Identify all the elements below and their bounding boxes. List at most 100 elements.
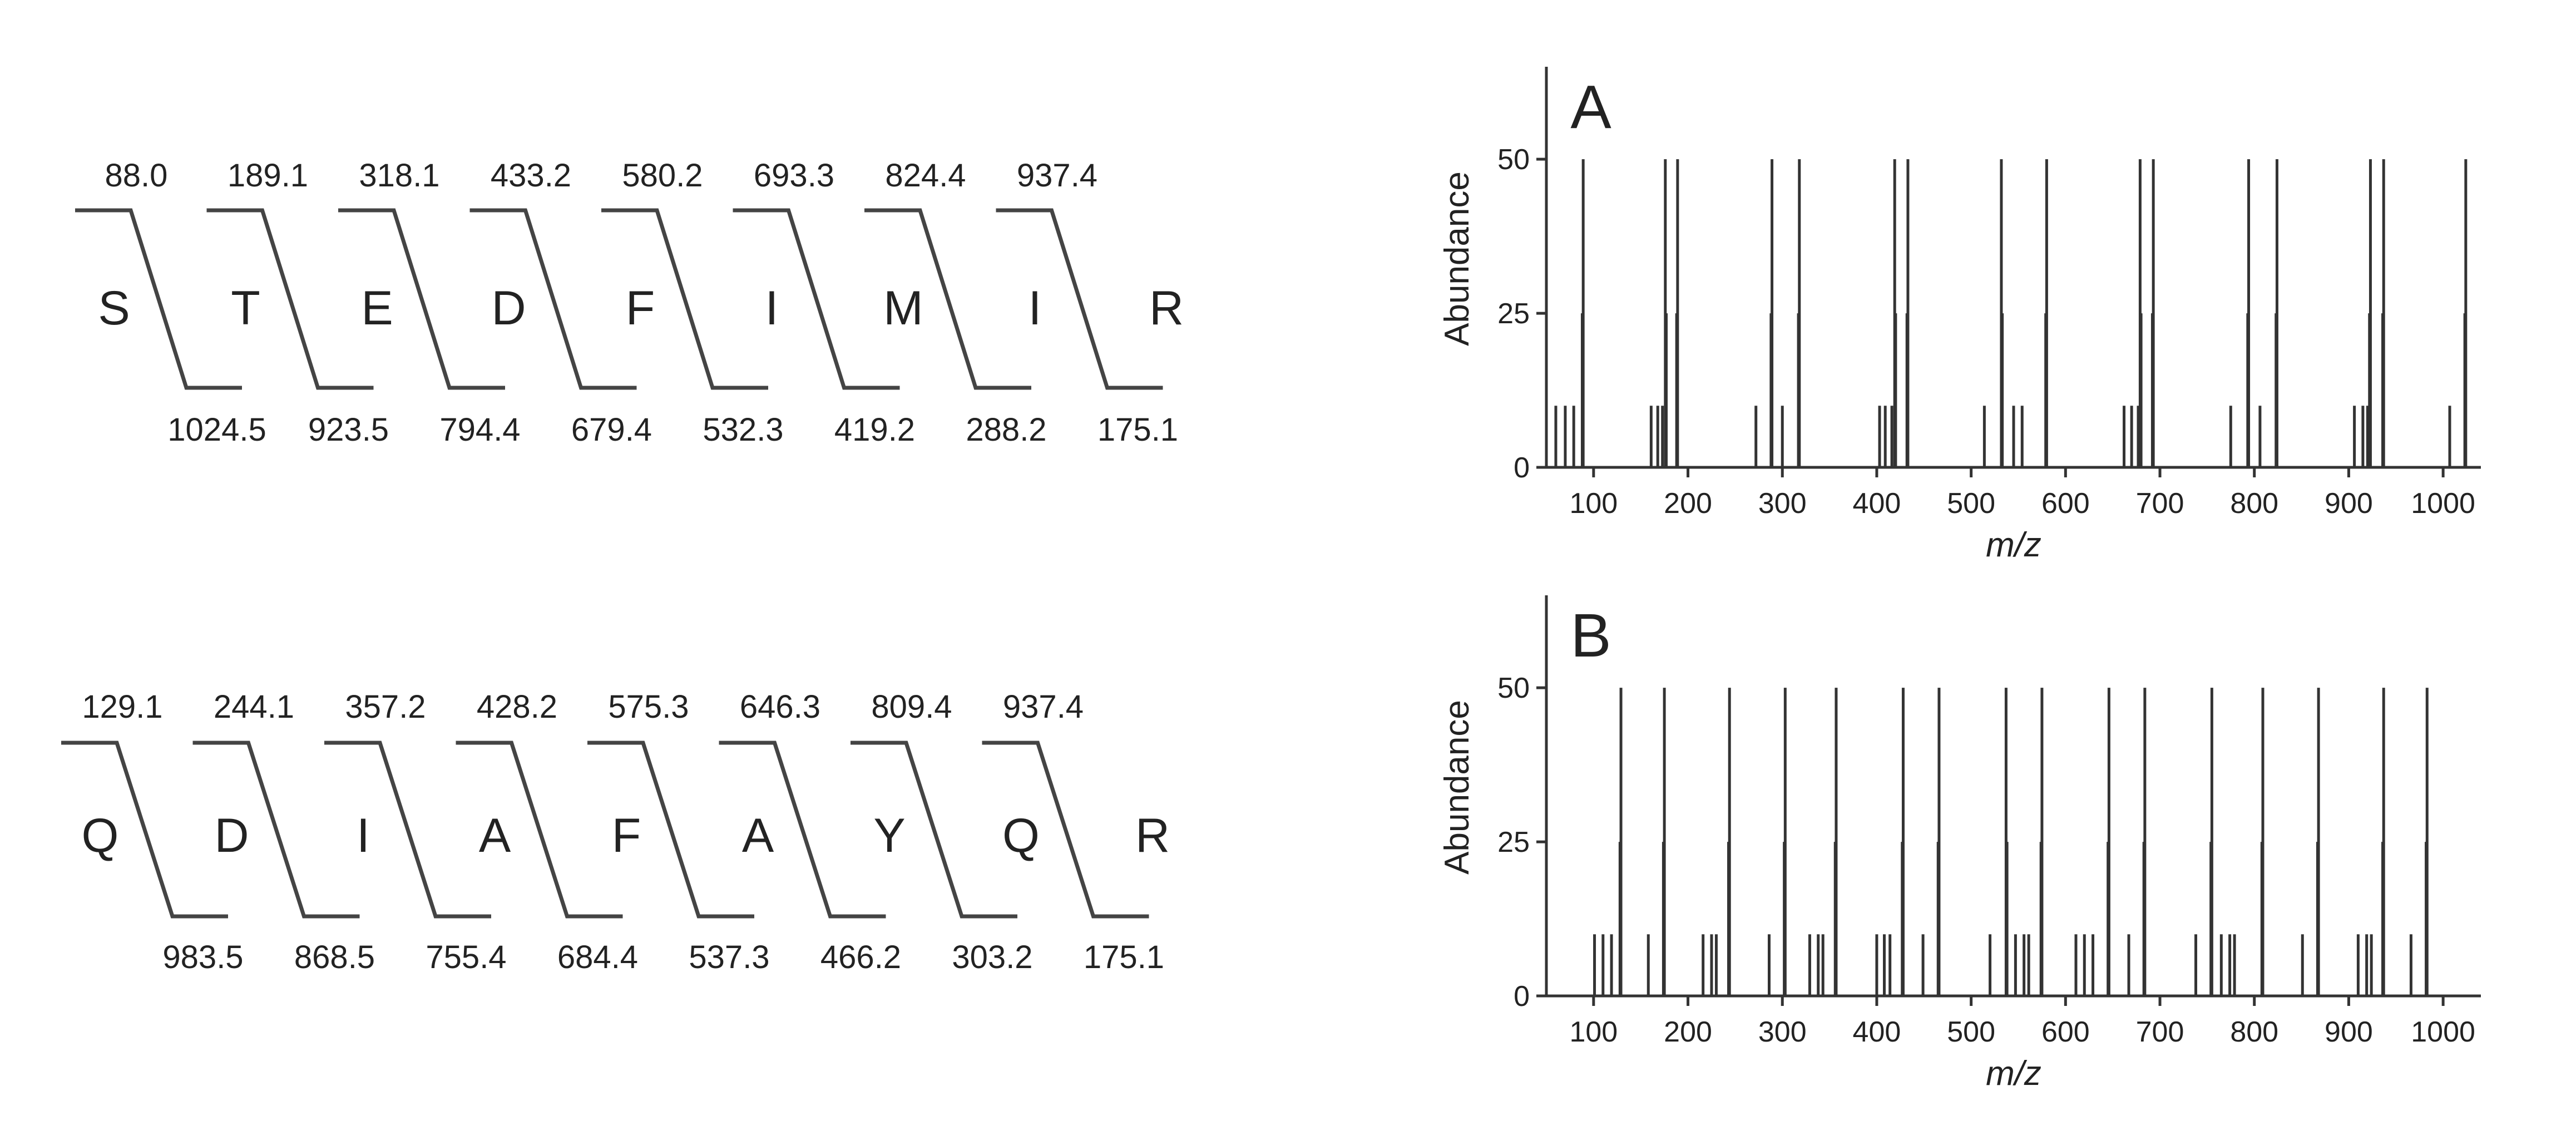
residue-letter: D bbox=[214, 809, 249, 862]
residue-letter: Q bbox=[82, 809, 119, 862]
y-tick-label: 25 bbox=[1497, 298, 1530, 330]
residue-letter: S bbox=[98, 282, 130, 335]
cleavage-bracket bbox=[61, 741, 228, 919]
residue-letter: Q bbox=[1002, 809, 1040, 862]
b-ion-mass: 244.1 bbox=[214, 689, 294, 725]
cleavage-bracket bbox=[587, 741, 754, 919]
b-ion-mass: 129.1 bbox=[82, 689, 162, 725]
b-ion-mass: 357.2 bbox=[345, 689, 426, 725]
x-tick-label: 300 bbox=[1758, 487, 1807, 520]
cleavage-bracket bbox=[601, 208, 768, 390]
b-ion-mass: 937.4 bbox=[1017, 157, 1097, 194]
y-ion-mass: 537.3 bbox=[689, 939, 769, 975]
b-ion-mass: 580.2 bbox=[622, 157, 703, 194]
b-ion-mass: 318.1 bbox=[359, 157, 439, 194]
b-ion-mass: 428.2 bbox=[477, 689, 557, 725]
x-tick-label: 100 bbox=[1569, 1016, 1618, 1048]
y-ion-mass: 1024.5 bbox=[167, 412, 266, 448]
x-tick-label: 700 bbox=[2136, 1016, 2184, 1048]
y-tick-label: 25 bbox=[1497, 826, 1530, 858]
x-tick-label: 700 bbox=[2136, 487, 2184, 520]
y-tick-label: 0 bbox=[1514, 980, 1530, 1013]
y-ion-mass: 679.4 bbox=[571, 412, 652, 448]
panel-label: B bbox=[1570, 601, 1611, 670]
peptide-ladder-1: S T E D F I M I R 88.0 189.1 318.1 433.2 580.2 693.3 82… bbox=[75, 157, 1184, 448]
x-tick-label: 100 bbox=[1569, 487, 1618, 520]
residue-letter: R bbox=[1135, 809, 1170, 862]
x-tick-label: 500 bbox=[1947, 487, 1995, 520]
y-ion-mass: 868.5 bbox=[294, 939, 375, 975]
y-ion-mass: 794.4 bbox=[439, 412, 520, 448]
cleavage-bracket bbox=[338, 208, 505, 390]
x-tick-label: 200 bbox=[1664, 487, 1712, 520]
y-ion-mass: 466.2 bbox=[820, 939, 901, 975]
cleavage-bracket bbox=[75, 208, 242, 390]
cleavage-bracket bbox=[192, 741, 360, 919]
b-ion-mass: 937.4 bbox=[1003, 689, 1084, 725]
y-tick-label: 50 bbox=[1497, 672, 1530, 704]
residue-letter: D bbox=[491, 282, 526, 335]
y-ion-mass: 532.3 bbox=[703, 412, 783, 448]
y-tick-label: 0 bbox=[1514, 452, 1530, 484]
x-tick-label: 600 bbox=[2041, 487, 2090, 520]
x-tick-label: 900 bbox=[2325, 1016, 2373, 1048]
x-tick-label: 300 bbox=[1758, 1016, 1807, 1048]
x-tick-label: 1000 bbox=[2411, 487, 2475, 520]
x-axis-label: m/z bbox=[1986, 526, 2041, 564]
x-tick-label: 600 bbox=[2041, 1016, 2090, 1048]
x-tick-label: 400 bbox=[1853, 1016, 1901, 1048]
x-tick-label: 500 bbox=[1947, 1016, 1995, 1048]
y-ion-mass: 755.4 bbox=[426, 939, 506, 975]
cleavage-bracket bbox=[719, 741, 886, 919]
cleavage-bracket bbox=[733, 208, 900, 390]
b-ion-mass: 189.1 bbox=[228, 157, 308, 194]
y-ion-mass: 419.2 bbox=[834, 412, 915, 448]
y-axis-label: Abundance bbox=[1438, 171, 1476, 346]
b-ion-mass: 824.4 bbox=[885, 157, 966, 194]
y-axis-label: Abundance bbox=[1438, 700, 1476, 875]
y-ion-mass: 923.5 bbox=[308, 412, 389, 448]
x-tick-label: 800 bbox=[2230, 487, 2278, 520]
residue-letter: A bbox=[742, 809, 774, 862]
y-ion-mass: 175.1 bbox=[1097, 412, 1178, 448]
cleavage-bracket bbox=[996, 208, 1163, 390]
y-ion-mass: 983.5 bbox=[162, 939, 243, 975]
x-tick-label: 900 bbox=[2325, 487, 2373, 520]
spectrum-chart-b: 0 25 50 100 200 300 400 500 600 700 800 900 1000 Bm/z… bbox=[1438, 595, 2481, 1093]
y-ion-mass: 303.2 bbox=[952, 939, 1032, 975]
b-ion-mass: 693.3 bbox=[754, 157, 834, 194]
residue-letter: I bbox=[357, 809, 370, 862]
residue-letter: T bbox=[231, 282, 260, 335]
residue-letter: F bbox=[626, 282, 655, 335]
y-ion-mass: 175.1 bbox=[1084, 939, 1164, 975]
x-tick-label: 200 bbox=[1664, 1016, 1712, 1048]
panel-label: A bbox=[1570, 73, 1611, 141]
y-ion-mass: 288.2 bbox=[966, 412, 1046, 448]
b-ion-mass: 575.3 bbox=[608, 689, 689, 725]
y-ion-mass: 684.4 bbox=[557, 939, 638, 975]
cleavage-bracket bbox=[851, 741, 1017, 919]
residue-letter: R bbox=[1149, 282, 1184, 335]
b-ion-mass: 88.0 bbox=[105, 157, 168, 194]
residue-letter: I bbox=[1029, 282, 1042, 335]
fragment-ladders: S T E D F I M I R 88.0 189.1 318.1 433.2 580.2 693.3 82… bbox=[61, 157, 1184, 975]
residue-letter: E bbox=[361, 282, 393, 335]
b-ion-mass: 433.2 bbox=[491, 157, 571, 194]
residue-letter: A bbox=[479, 809, 511, 862]
cleavage-bracket bbox=[206, 208, 374, 390]
cleavage-bracket bbox=[982, 741, 1149, 919]
x-tick-label: 800 bbox=[2230, 1016, 2278, 1048]
residue-letter: I bbox=[765, 282, 779, 335]
peptide-ladder-2: Q D I A F A Y Q R 129.1 244.1 357.2 428.2 575.3 646.3 8… bbox=[61, 689, 1170, 975]
b-ion-mass: 646.3 bbox=[740, 689, 820, 725]
residue-letter: F bbox=[612, 809, 641, 862]
cleavage-bracket bbox=[469, 208, 637, 390]
residue-letter: M bbox=[883, 282, 923, 335]
x-tick-label: 400 bbox=[1853, 487, 1901, 520]
x-axis-label: m/z bbox=[1986, 1054, 2041, 1093]
b-ion-mass: 809.4 bbox=[871, 689, 952, 725]
y-tick-label: 50 bbox=[1497, 144, 1530, 176]
spectrum-chart-a: 0 25 50 100 200 300 400 500 600 700 800 900 1000 Am/z… bbox=[1438, 67, 2481, 564]
x-tick-label: 1000 bbox=[2411, 1016, 2475, 1048]
